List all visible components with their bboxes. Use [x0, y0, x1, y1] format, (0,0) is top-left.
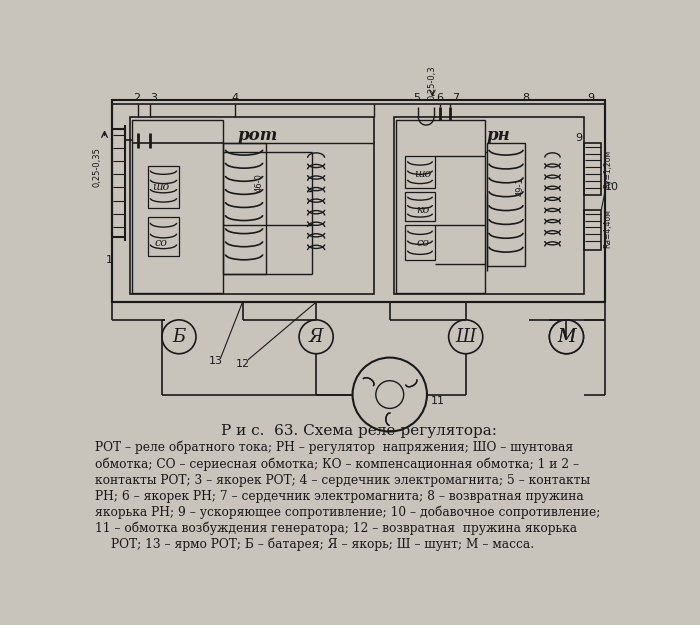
Bar — [112, 99, 606, 302]
Text: 49-1: 49-1 — [515, 177, 524, 196]
Text: ко: ко — [416, 205, 430, 215]
Text: контакты РОТ; 3 – якорек РОТ; 4 – сердечник электромагнита; 5 – контакты: контакты РОТ; 3 – якорек РОТ; 4 – сердеч… — [95, 474, 590, 486]
Text: 12: 12 — [235, 359, 250, 369]
Circle shape — [550, 320, 584, 354]
Bar — [405, 156, 435, 188]
Text: 10: 10 — [606, 182, 620, 192]
Text: РН; 6 – якорек РН; 7 – сердечник электромагнита; 8 – возвратная пружина: РН; 6 – якорек РН; 7 – сердечник электро… — [95, 490, 584, 502]
Bar — [223, 142, 266, 274]
Text: со: со — [416, 238, 430, 248]
Text: РОТ – реле обратного тока; РН – регулятор  напряжения; ШО – шунтовая: РОТ – реле обратного тока; РН – регулято… — [95, 441, 573, 454]
Circle shape — [162, 320, 196, 354]
Bar — [148, 217, 179, 256]
Bar — [584, 210, 601, 250]
Bar — [405, 192, 435, 221]
Text: шо: шо — [153, 182, 169, 192]
Text: 9: 9 — [588, 93, 595, 103]
Text: Р и с.  63. Схема реле-регулятора:: Р и с. 63. Схема реле-регулятора: — [220, 424, 497, 438]
Circle shape — [376, 381, 404, 408]
Circle shape — [299, 320, 333, 354]
Text: 1: 1 — [106, 255, 113, 265]
Text: обмотка; СО – сериесная обмотка; КО – компенсационная обмотка; 1 и 2 –: обмотка; СО – сериесная обмотка; КО – ко… — [95, 457, 580, 471]
Text: Б: Б — [172, 328, 186, 346]
Text: якорька РН; 9 – ускоряющее сопротивление; 10 – добавочное сопротивление;: якорька РН; 9 – ускоряющее сопротивление… — [95, 506, 601, 519]
Bar — [148, 166, 179, 208]
Text: М: М — [557, 328, 575, 346]
Text: 8: 8 — [522, 93, 529, 103]
Text: 0,25-0,35: 0,25-0,35 — [92, 148, 102, 188]
Bar — [584, 142, 601, 195]
Text: 4: 4 — [231, 93, 238, 103]
Bar — [486, 142, 526, 266]
Text: 3: 3 — [150, 93, 157, 103]
Text: Я: Я — [309, 328, 323, 346]
Text: со: со — [155, 238, 167, 248]
Bar — [130, 118, 374, 294]
Bar — [405, 225, 435, 260]
Text: Ry=1,2ом: Ry=1,2ом — [603, 150, 612, 188]
Text: 7: 7 — [452, 93, 459, 103]
Text: 11: 11 — [430, 396, 444, 406]
Circle shape — [550, 320, 584, 354]
Text: 46-0: 46-0 — [255, 173, 264, 192]
Text: рот: рот — [238, 126, 278, 144]
Text: 13: 13 — [209, 356, 223, 366]
Circle shape — [353, 357, 427, 431]
Text: рн: рн — [486, 126, 510, 144]
Text: 5: 5 — [414, 93, 421, 103]
Text: 9: 9 — [575, 133, 582, 143]
Text: РОТ; 13 – ярмо РОТ; Б – батарея; Я – якорь; Ш – шунт; М – масса.: РОТ; 13 – ярмо РОТ; Б – батарея; Я – яко… — [111, 538, 534, 551]
Bar — [393, 118, 584, 294]
Text: Ш: Ш — [456, 328, 476, 346]
Text: 2: 2 — [133, 93, 140, 103]
Text: шо: шо — [414, 169, 432, 179]
Text: 0,25-0,3: 0,25-0,3 — [428, 66, 437, 100]
Text: 6: 6 — [437, 93, 444, 103]
Bar — [132, 119, 223, 293]
Bar — [396, 119, 485, 293]
Circle shape — [449, 320, 483, 354]
Text: 11 – обмотка возбуждения генератора; 12 – возвратная  пружина якорька: 11 – обмотка возбуждения генератора; 12 … — [95, 522, 578, 535]
Text: Ra=4,4ом: Ra=4,4ом — [603, 209, 612, 249]
Text: М: М — [557, 328, 575, 346]
